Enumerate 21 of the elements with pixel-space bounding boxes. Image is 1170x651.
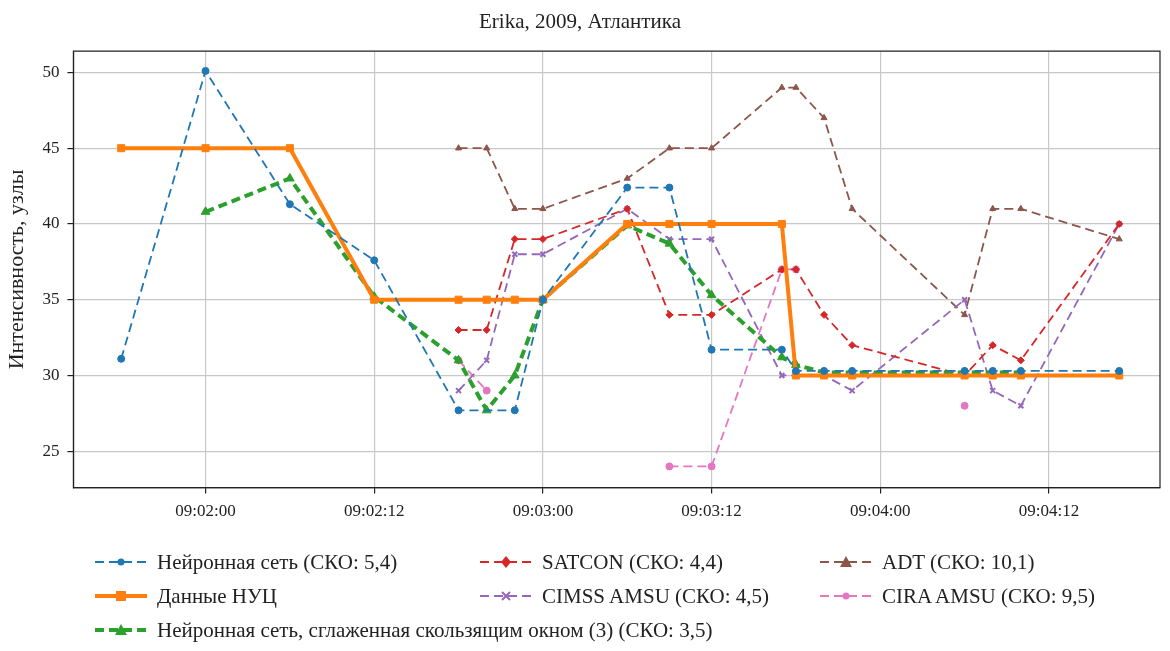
x-tick-label: 09:03:00 (512, 501, 574, 521)
y-tick-label: 45 (42, 137, 60, 157)
x-tick-label: 09:04:00 (850, 501, 911, 521)
y-axis-title: Интенсивность, узлы (2, 169, 28, 370)
legend-label: CIRA AMSU (СКО: 9,5) (882, 583, 1096, 609)
chart-title: Erika, 2009, Атлантика (479, 9, 682, 34)
legend-label: Нейронная сеть, сглаженная скользящим окном (3) (СКО: 3,5) (157, 617, 713, 643)
x-tick-label: 09:02:12 (343, 501, 405, 521)
y-tick-label: 50 (42, 61, 60, 81)
legend-label: SATCON (СКО: 4,4) (542, 549, 723, 575)
x-tick-label: 09:03:12 (681, 501, 742, 521)
x-tick-label: 09:04:12 (1018, 501, 1080, 521)
legend-label: Нейронная сеть (СКО: 5,4) (157, 549, 398, 575)
y-tick-label: 25 (42, 440, 60, 460)
legend-label: CIMSS AMSU (СКО: 4,5) (542, 583, 770, 609)
y-tick-label: 40 (42, 213, 60, 233)
x-tick-label: 09:02:00 (175, 501, 236, 521)
legend-label: ADT (СКО: 10,1) (882, 549, 1035, 575)
y-tick-label: 30 (42, 364, 60, 384)
y-tick-label: 35 (42, 289, 60, 309)
legend-label: Данные НУЦ (157, 583, 278, 609)
